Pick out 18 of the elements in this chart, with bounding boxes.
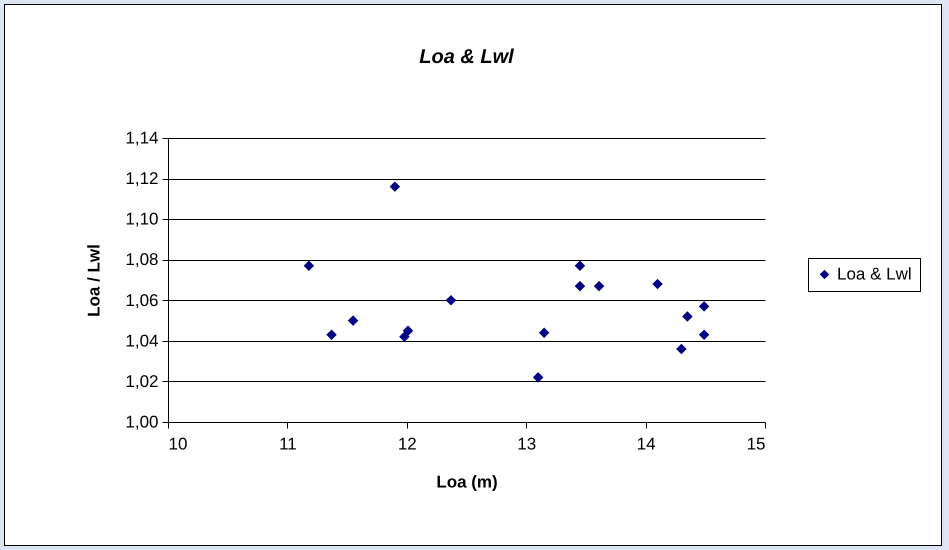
x-tick-label: 14 [636, 434, 656, 454]
y-tick-label: 1,14 [125, 128, 158, 148]
y-tick-label: 1,06 [125, 290, 158, 310]
x-tick-label: 15 [746, 434, 766, 454]
y-tick-label: 1,08 [125, 250, 158, 270]
x-tick-label: 10 [168, 434, 188, 454]
y-tick-label: 1,04 [125, 331, 158, 350]
x-axis-title: Loa (m) [436, 472, 498, 492]
legend-label: Loa & Lwl [837, 264, 912, 284]
y-tick-label: 1,02 [125, 372, 158, 391]
x-tick-label: 11 [279, 434, 297, 454]
y-axis-title: Loa / Lwl [84, 244, 104, 317]
y-tick-label: 1,00 [125, 412, 158, 432]
y-tick-label: 1,12 [125, 169, 158, 188]
chart-title: Loa & Lwl [419, 46, 514, 68]
y-tick-label: 1,10 [125, 210, 158, 229]
x-tick-label: 12 [398, 434, 417, 454]
x-tick-label: 13 [517, 434, 536, 454]
